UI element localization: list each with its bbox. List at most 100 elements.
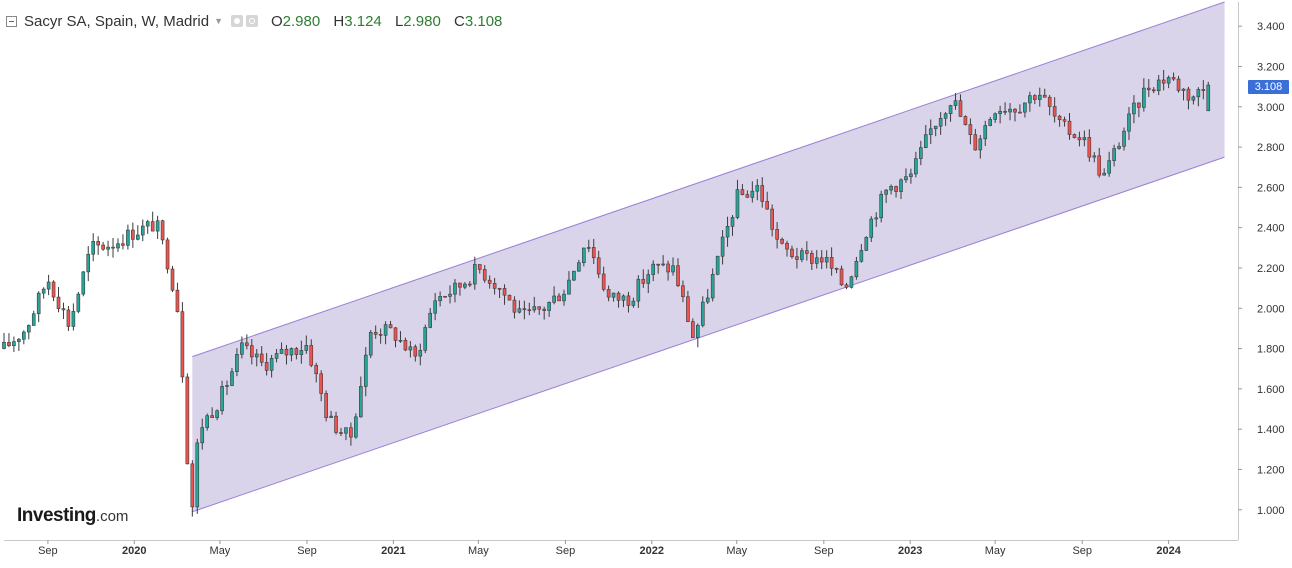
candle [968,118,973,145]
y-tick-label: 3.200 [1257,61,1285,73]
candle [175,282,180,313]
price-axis[interactable]: 1.000 1.200 1.400 1.600 1.800 2.000 2.200 2.400… [1238,2,1285,540]
candle-body [289,348,294,356]
candle [1171,72,1176,81]
high-label: H [333,12,345,30]
candle [874,212,879,227]
candle-body [596,257,601,275]
candle-body [304,345,309,351]
candle [36,291,41,323]
candle-body [646,274,651,284]
candle-body [418,349,423,357]
candle-body [2,342,6,349]
candle-body [681,285,685,298]
channel-lower-line[interactable] [192,156,1225,513]
candle-body [299,350,304,355]
candle [26,324,31,340]
candle-body [51,281,56,298]
candle [1057,114,1062,127]
candle [264,352,269,376]
candle-body [131,229,135,240]
candle [448,285,452,304]
candle-body [225,385,229,387]
candle [1067,113,1072,140]
candle [51,280,56,302]
candle-body [537,306,542,310]
candle-body [993,113,997,120]
candle-body [190,463,195,508]
candle-body [562,293,566,302]
last-price-tag: 3.108 [1248,80,1289,94]
candle [745,190,750,198]
candle-body [988,119,993,126]
candle [240,336,244,359]
candle-body [56,296,61,309]
candle-body [378,334,383,336]
candle [795,247,799,269]
chevron-down-icon[interactable]: ▼ [214,16,223,26]
candle-body [438,295,442,302]
candle [824,250,829,269]
candle-body [1181,88,1186,91]
candle-body [111,246,115,249]
x-tick-label: Sep [814,545,834,557]
candle [363,347,368,397]
collapse-icon[interactable] [6,15,17,27]
candle-body [953,100,958,106]
candle-body [294,348,299,355]
candle-body [943,113,948,119]
candle [477,264,482,274]
candle-body [874,217,879,220]
candle [641,269,646,288]
time-axis[interactable]: Sep 2020 May Sep 2021 May Sep 2022 May Sep 2023 May… [4,540,1238,557]
candle-body [914,158,918,175]
candle-body [1047,96,1052,107]
candle-body [309,345,314,366]
candle [1112,144,1116,167]
candle-body [775,228,779,240]
candle [1082,130,1087,147]
candle [854,256,859,280]
eye-icon[interactable] [231,15,243,27]
x-tick-label: May [210,545,231,557]
candle [160,219,165,245]
gear-icon[interactable] [246,15,258,27]
candle [1097,147,1102,178]
candle [666,260,670,281]
candle [978,135,983,159]
y-tick-label: 1.800 [1257,344,1285,356]
candle-body [264,361,269,371]
channel-upper-line[interactable] [192,1,1225,358]
candle-body [1023,102,1027,113]
candle-body [477,264,482,270]
candle-body [359,386,363,418]
candle [170,265,175,293]
candle [606,285,611,302]
candle [91,233,96,262]
candle [106,240,110,257]
candle-body [215,410,219,418]
candle-body [121,243,125,246]
candle [1107,151,1111,177]
candle-body [1142,87,1146,108]
x-tick-label: 2024 [1156,545,1181,557]
open-value: 2.980 [282,12,321,30]
candle [1047,94,1052,116]
candle [621,294,626,308]
candle [7,333,11,348]
candle-body [235,354,239,372]
candle [988,116,993,127]
candle-body [116,243,120,249]
close-value: 3.108 [464,12,503,30]
candle [1181,88,1186,101]
trend-channel[interactable] [192,1,1225,513]
candle [354,413,358,439]
candle [780,237,784,245]
candle [1166,75,1171,89]
symbol-title[interactable]: Sacyr SA, Spain, W, Madrid [24,12,210,30]
candle-body [696,325,700,338]
candle-body [388,324,393,329]
candle [314,362,319,383]
candle-body [259,353,264,363]
